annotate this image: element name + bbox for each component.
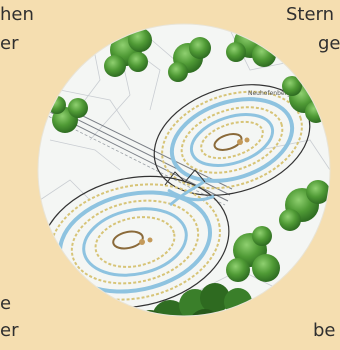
- crossing-outline: [164, 169, 206, 186]
- text-fragment-bottom-left-1: e: [0, 293, 12, 314]
- figure-eight-crossing: [167, 176, 215, 207]
- text-fragment-top-right-1: Stern: [286, 4, 335, 25]
- tree-cluster-1: [104, 28, 152, 77]
- text-fragment-top-right-2: ge: [318, 33, 340, 54]
- village-label: Neuhofenberg: [248, 90, 291, 97]
- map-circle-border: [37, 23, 331, 317]
- text-fragment-bottom-right-1: be: [313, 320, 336, 341]
- tree-cluster-4: [48, 96, 88, 133]
- text-fragment-bottom-left-2: er: [0, 320, 19, 341]
- tree-cluster-3: [226, 26, 276, 67]
- tree-clusters: [48, 26, 330, 316]
- tree-cluster-6: [279, 180, 330, 231]
- tree-cluster-7: [226, 226, 280, 282]
- text-fragment-top-left-1: hen: [0, 4, 34, 25]
- tree-cluster-2: [168, 37, 211, 82]
- text-fragment-top-left-2: er: [0, 33, 19, 54]
- upper-contour-rings: [153, 84, 311, 196]
